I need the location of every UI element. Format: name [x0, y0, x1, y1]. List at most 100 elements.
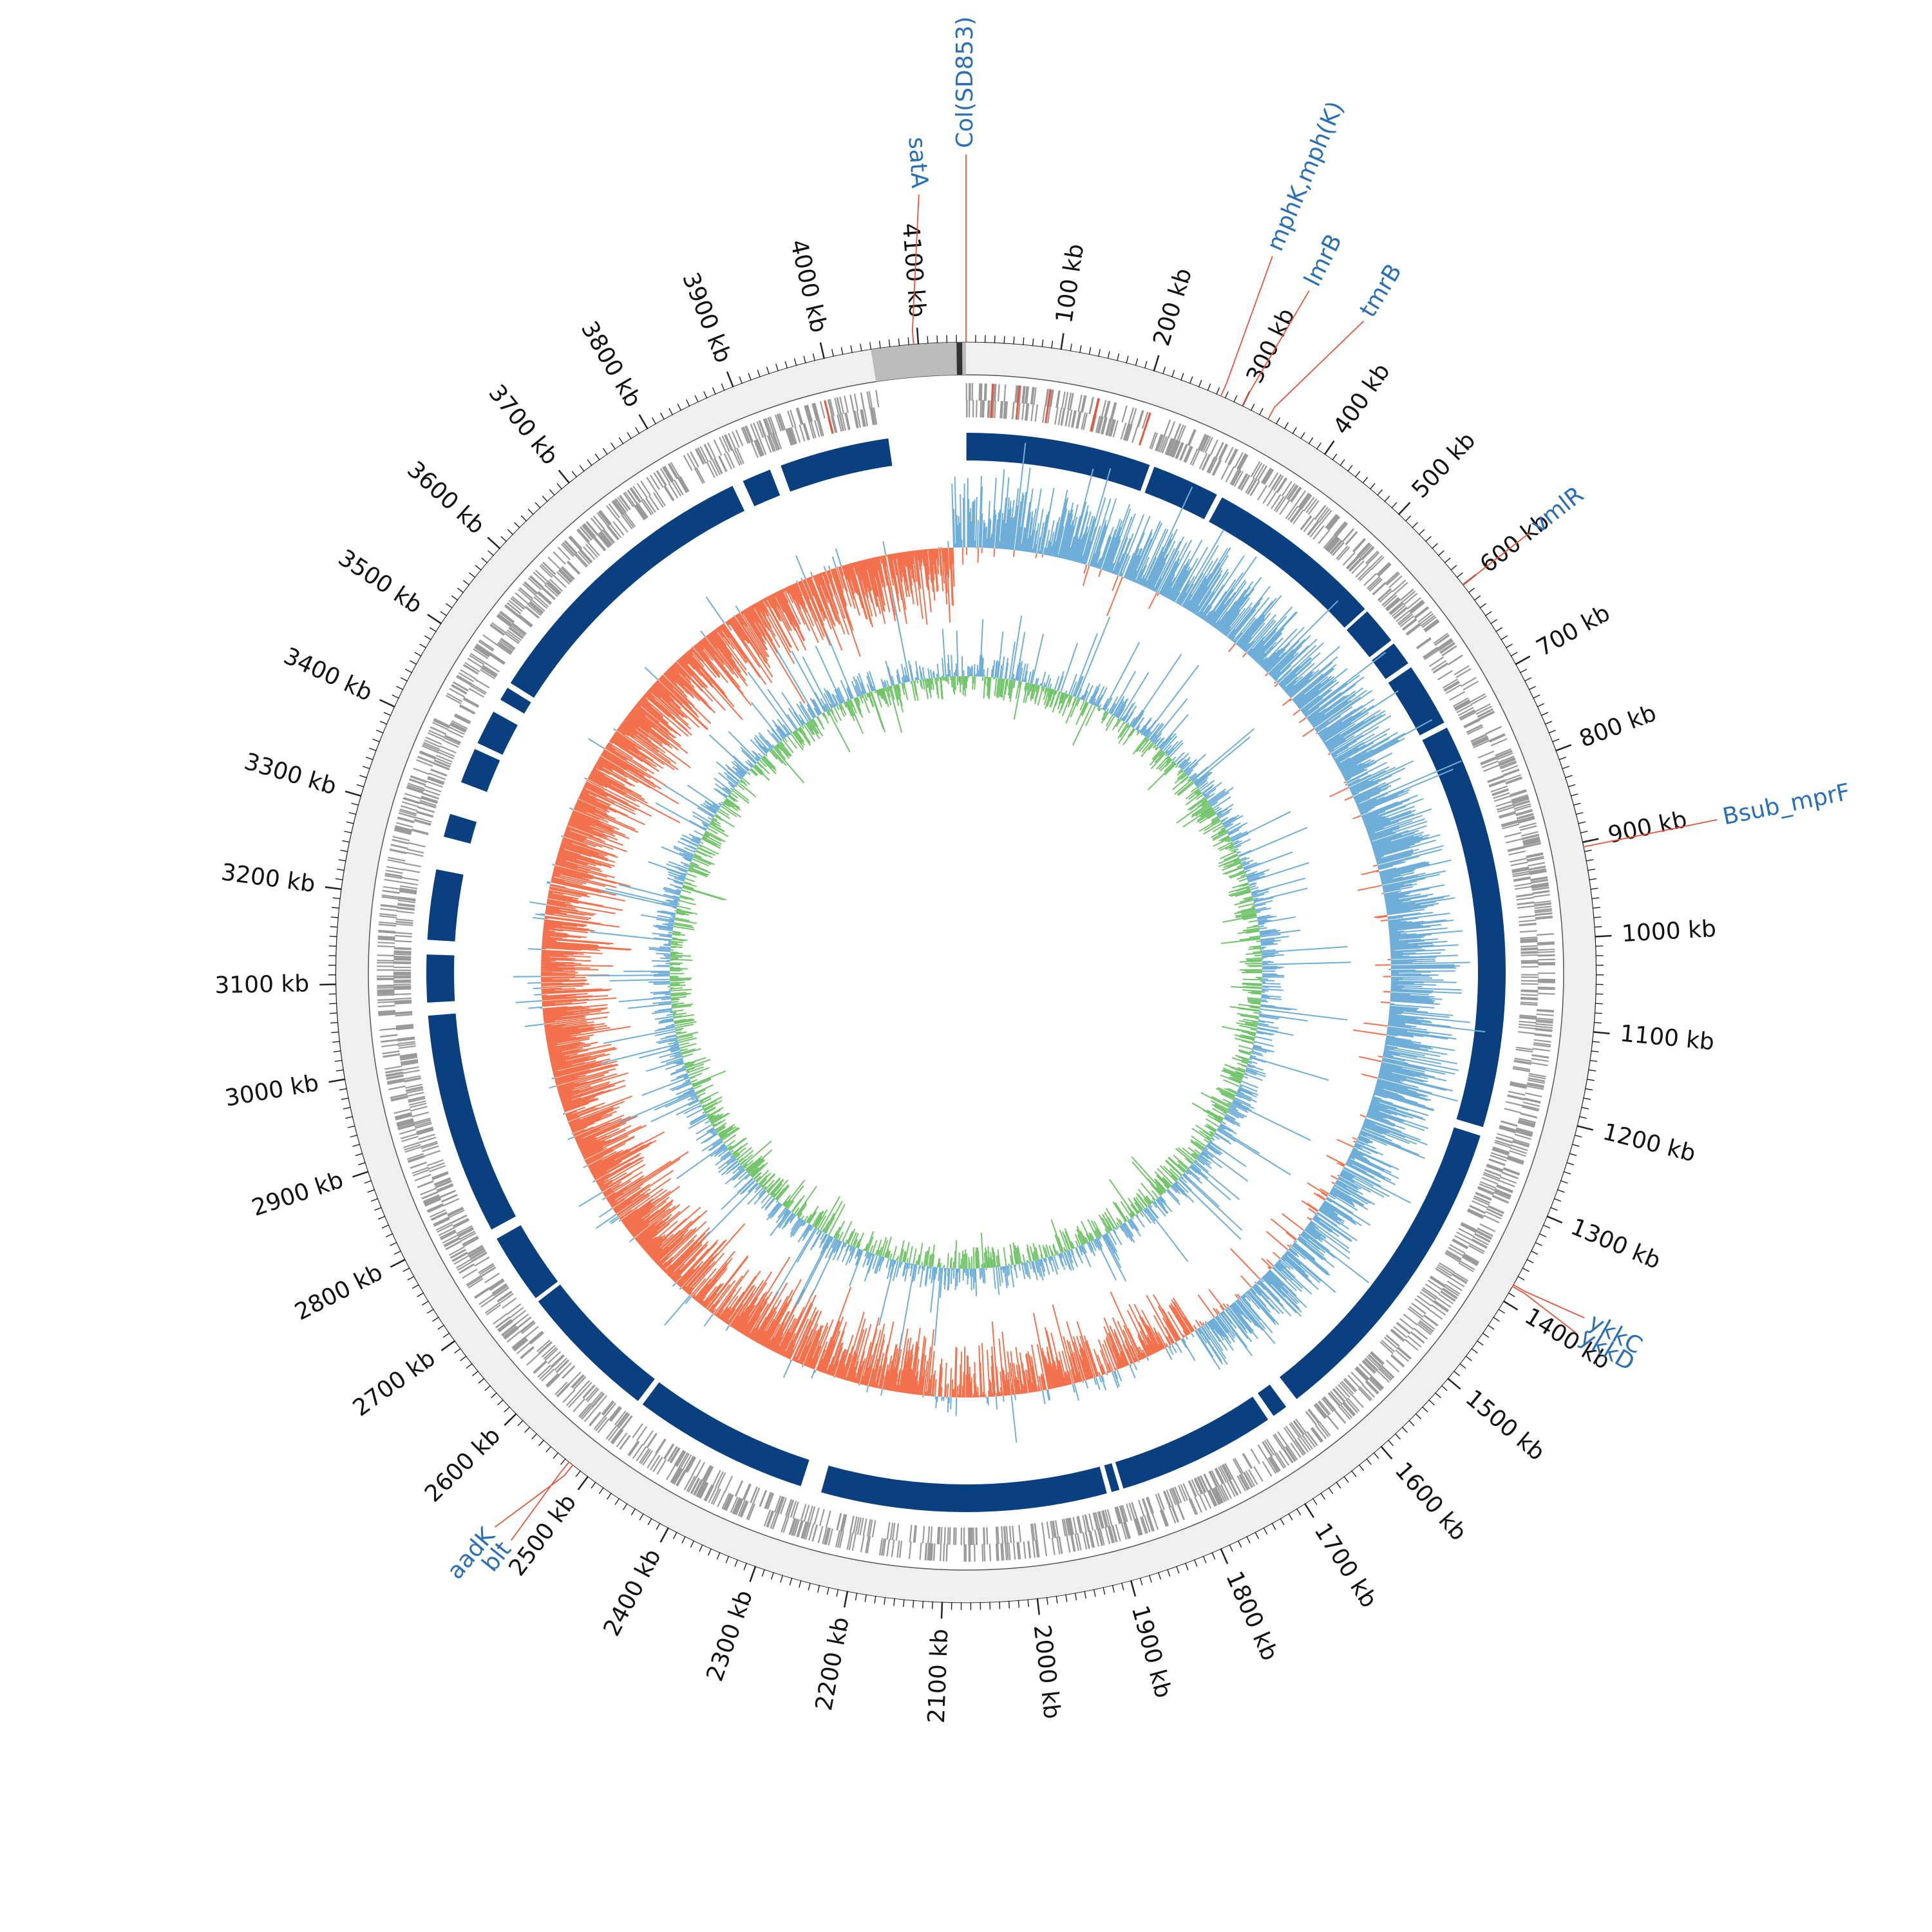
minor-tick [1332, 453, 1338, 460]
minor-tick [1471, 1348, 1478, 1354]
minor-tick [1557, 1189, 1565, 1193]
minor-tick [379, 721, 388, 725]
minor-tick [1550, 1207, 1558, 1211]
minor-tick [1280, 1518, 1285, 1526]
minor-tick [514, 522, 520, 529]
minor-tick [690, 1540, 695, 1548]
minor-tick [504, 1406, 511, 1413]
major-tick [427, 614, 442, 625]
minor-tick [607, 1492, 612, 1500]
minor-tick [432, 1316, 439, 1322]
minor-tick [1093, 1589, 1096, 1597]
major-tick [487, 536, 501, 549]
tick-label: 1500 kb [1461, 1385, 1550, 1466]
minor-tick [712, 387, 716, 395]
minor-tick [419, 643, 427, 649]
minor-tick [369, 747, 377, 752]
gene-label: lmrB [1300, 230, 1348, 290]
minor-tick [1121, 1582, 1124, 1591]
minor-tick [1189, 376, 1193, 384]
minor-tick [1570, 793, 1578, 797]
minor-tick [446, 603, 453, 609]
label-leader-line [1583, 819, 1718, 848]
minor-tick [1510, 652, 1518, 657]
contig-block [1372, 643, 1408, 679]
gc-skew-positive [513, 442, 1486, 1443]
major-tick [1577, 1124, 1594, 1131]
minor-tick [1369, 483, 1376, 490]
minor-tick [1453, 1370, 1461, 1376]
tick-label: 2400 kb [598, 1545, 666, 1641]
minor-tick [587, 459, 592, 466]
minor-tick [374, 1207, 382, 1211]
minor-tick [1592, 907, 1600, 909]
label-leader-line [1220, 256, 1273, 397]
minor-tick [407, 1276, 415, 1281]
minor-tick [1084, 1591, 1086, 1599]
minor-tick [575, 1470, 582, 1477]
minor-tick [442, 1332, 450, 1338]
minor-tick [1358, 1464, 1365, 1472]
tick-label: 3200 kb [220, 859, 317, 898]
minor-tick [681, 1536, 686, 1544]
minor-tick [884, 1596, 886, 1605]
minor-tick [1350, 1470, 1357, 1477]
tick-label: 2100 kb [923, 1628, 954, 1723]
minor-tick [602, 448, 608, 455]
minor-tick [1434, 1392, 1441, 1399]
contig-block [426, 954, 455, 1003]
minor-tick [1456, 572, 1463, 578]
gene-track [376, 383, 1555, 1562]
minor-tick [1018, 1600, 1020, 1608]
contig-block [1388, 667, 1444, 735]
minor-tick [484, 1385, 491, 1391]
minor-tick [1394, 1433, 1401, 1440]
minor-tick [466, 1363, 473, 1369]
highlighted-gene [1090, 398, 1100, 432]
origin-marker [956, 343, 963, 375]
minor-tick [1583, 1097, 1591, 1100]
minor-tick [330, 1012, 338, 1014]
minor-tick [460, 1356, 467, 1361]
minor-tick [1387, 1439, 1394, 1446]
tick-label: 1100 kb [1619, 1020, 1716, 1056]
minor-tick [342, 840, 350, 843]
minor-tick [927, 336, 929, 344]
minor-tick [1441, 1385, 1448, 1391]
minor-tick [1070, 343, 1072, 352]
minor-tick [1465, 1356, 1472, 1361]
tick-label: 2300 kb [701, 1587, 758, 1685]
minor-tick [346, 821, 354, 824]
minor-tick [725, 1555, 730, 1564]
minor-tick [1535, 1242, 1542, 1246]
minor-tick [437, 1324, 445, 1330]
minor-tick [780, 1575, 784, 1583]
minor-tick [1548, 730, 1556, 734]
minor-tick [1428, 1399, 1435, 1406]
minor-tick [1519, 668, 1528, 674]
minor-tick [1468, 587, 1475, 593]
minor-tick [1107, 351, 1110, 359]
minor-tick [1366, 1458, 1372, 1465]
minor-tick [799, 1580, 802, 1588]
minor-tick [639, 1513, 644, 1520]
minor-tick [1275, 417, 1281, 425]
minor-tick [1573, 802, 1581, 806]
minor-tick [1074, 1593, 1077, 1601]
tick-label: 2000 kb [1028, 1624, 1065, 1720]
minor-tick [545, 1446, 552, 1453]
minor-tick [1336, 1481, 1341, 1489]
minor-tick [579, 465, 585, 472]
minor-tick [469, 572, 476, 578]
minor-tick [334, 1059, 343, 1062]
minor-tick [770, 1572, 774, 1580]
minor-tick [333, 1050, 341, 1053]
minor-tick [1377, 489, 1383, 496]
minor-tick [1103, 1587, 1106, 1595]
major-tick [1502, 1300, 1519, 1311]
minor-tick [1586, 1079, 1595, 1081]
minor-tick [1308, 437, 1314, 444]
minor-tick [1551, 738, 1560, 743]
tick-label: 3100 kb [214, 971, 310, 999]
minor-tick [1112, 1585, 1115, 1593]
